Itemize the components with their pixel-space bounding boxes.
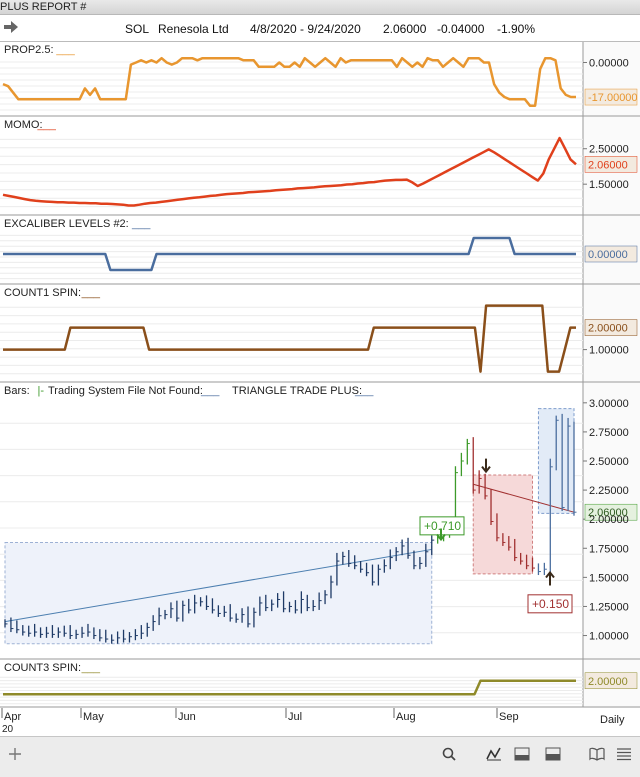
shaded-range-blue <box>4 541 433 645</box>
last-price: 2.06000 <box>383 22 427 36</box>
search-icon[interactable] <box>442 747 456 761</box>
tick-label: 1.50000 <box>589 179 629 191</box>
last-value-box <box>584 156 638 173</box>
tick-label: 2.25000 <box>589 485 629 497</box>
forward-arrow-icon[interactable] <box>4 21 18 33</box>
month-label: Apr <box>4 711 21 723</box>
last-value-box <box>584 245 638 263</box>
panel-4 <box>0 402 640 660</box>
panel-title-suffix: ___ <box>81 287 101 299</box>
arrow-down-dark-icon <box>481 458 491 474</box>
price-change-pct: -1.90% <box>497 22 536 36</box>
last-value-box <box>584 503 638 521</box>
series-line <box>3 679 576 696</box>
month-label: Aug <box>396 711 416 723</box>
last-value-box <box>584 88 638 106</box>
tick-label: 1.00000 <box>589 345 629 357</box>
chart-area[interactable]: PROP2.5: ___0.00000-17.00000MOMO:___2.500… <box>0 42 640 736</box>
tick-label: 2.75000 <box>589 427 629 439</box>
tick-label: 1.00000 <box>589 631 629 643</box>
tick-label: 2.00000 <box>589 514 629 526</box>
panel-title: COUNT3 SPIN: <box>4 662 81 674</box>
last-value-label: 2.06000 <box>588 507 628 519</box>
period-label: Daily <box>600 714 625 726</box>
panel-title: MOMO: <box>4 119 43 131</box>
tick-label: 1.75000 <box>589 543 629 555</box>
plus-icon[interactable] <box>8 747 22 761</box>
price-change: -0.04000 <box>437 22 485 36</box>
month-label: Jul <box>288 711 302 723</box>
legend-triangle-suffix: ___ <box>354 385 374 397</box>
symbol: SOL <box>125 22 150 36</box>
panel-title: EXCALIBER LEVELS #2: <box>4 218 129 230</box>
arrow-down-green-icon <box>436 528 446 542</box>
series-line <box>3 304 576 373</box>
last-value-label: 2.00000 <box>588 323 628 335</box>
x-axis <box>0 708 640 736</box>
tick-label: 1.50000 <box>589 572 629 584</box>
tick-label: 2.50000 <box>589 144 629 156</box>
month-label: May <box>83 711 104 723</box>
year-label: 20 <box>2 724 14 735</box>
menu-icon[interactable] <box>616 747 632 761</box>
last-value-box <box>584 319 638 336</box>
panel-title: Bars: <box>4 385 30 397</box>
book-icon[interactable] <box>589 747 605 761</box>
legend-triangle: TRIANGLE TRADE PLUS: <box>232 385 362 397</box>
panel-2 <box>0 234 640 285</box>
layout-icon[interactable] <box>514 747 530 761</box>
legend-trading-system: Trading System File Not Found: <box>48 385 203 397</box>
last-value-label: -17.00000 <box>588 92 638 104</box>
month-label: Jun <box>178 711 196 723</box>
window-titlebar: PLUS REPORT # <box>0 0 640 15</box>
series-line <box>3 236 576 272</box>
annotation-down: +0.150 <box>532 597 569 611</box>
panel-title-suffix: ___ <box>55 44 75 56</box>
date-range: 4/8/2020 - 9/24/2020 <box>250 22 361 36</box>
panel-5 <box>0 672 640 708</box>
chart-line-icon[interactable] <box>486 747 502 761</box>
company-name: Renesola Ltd <box>158 22 229 36</box>
month-label: Sep <box>499 711 519 723</box>
panel-3 <box>0 304 640 383</box>
last-value-label: 2.00000 <box>588 676 628 688</box>
tick-label: 3.00000 <box>589 398 629 410</box>
arrow-up-dark-icon <box>545 570 555 586</box>
panel-0 <box>0 56 640 117</box>
shaded-range-red <box>472 474 534 575</box>
trade-line <box>473 483 575 513</box>
bottom-toolbar <box>0 736 640 777</box>
annotation-box-down <box>527 594 573 614</box>
last-value-label: 2.06000 <box>588 159 628 171</box>
last-value-box <box>584 672 638 689</box>
panel-icon[interactable] <box>545 747 561 761</box>
series-line <box>2 136 577 207</box>
last-value-label: 0.00000 <box>588 249 628 261</box>
panel-1 <box>0 136 640 216</box>
legend-trading-suffix: ___ <box>200 385 220 397</box>
panel-title-suffix: |- <box>38 385 45 397</box>
panel-title: COUNT1 SPIN: <box>4 287 81 299</box>
window-title: PLUS REPORT # <box>0 1 87 13</box>
x-axis-bg <box>0 708 640 736</box>
annotation-up: +0.710 <box>424 519 461 533</box>
symbol-info-bar: SOL Renesola Ltd 4/8/2020 - 9/24/2020 2.… <box>0 15 640 42</box>
panel-title-suffix: ___ <box>37 119 57 131</box>
series-line <box>2 56 576 107</box>
panel-title-suffix: ___ <box>131 218 151 230</box>
panel-title: PROP2.5: <box>4 44 54 56</box>
panel-title-suffix: ___ <box>81 662 101 674</box>
tick-label: 0.00000 <box>589 57 629 69</box>
tick-label: 1.25000 <box>589 601 629 613</box>
tick-label: 2.50000 <box>589 456 629 468</box>
